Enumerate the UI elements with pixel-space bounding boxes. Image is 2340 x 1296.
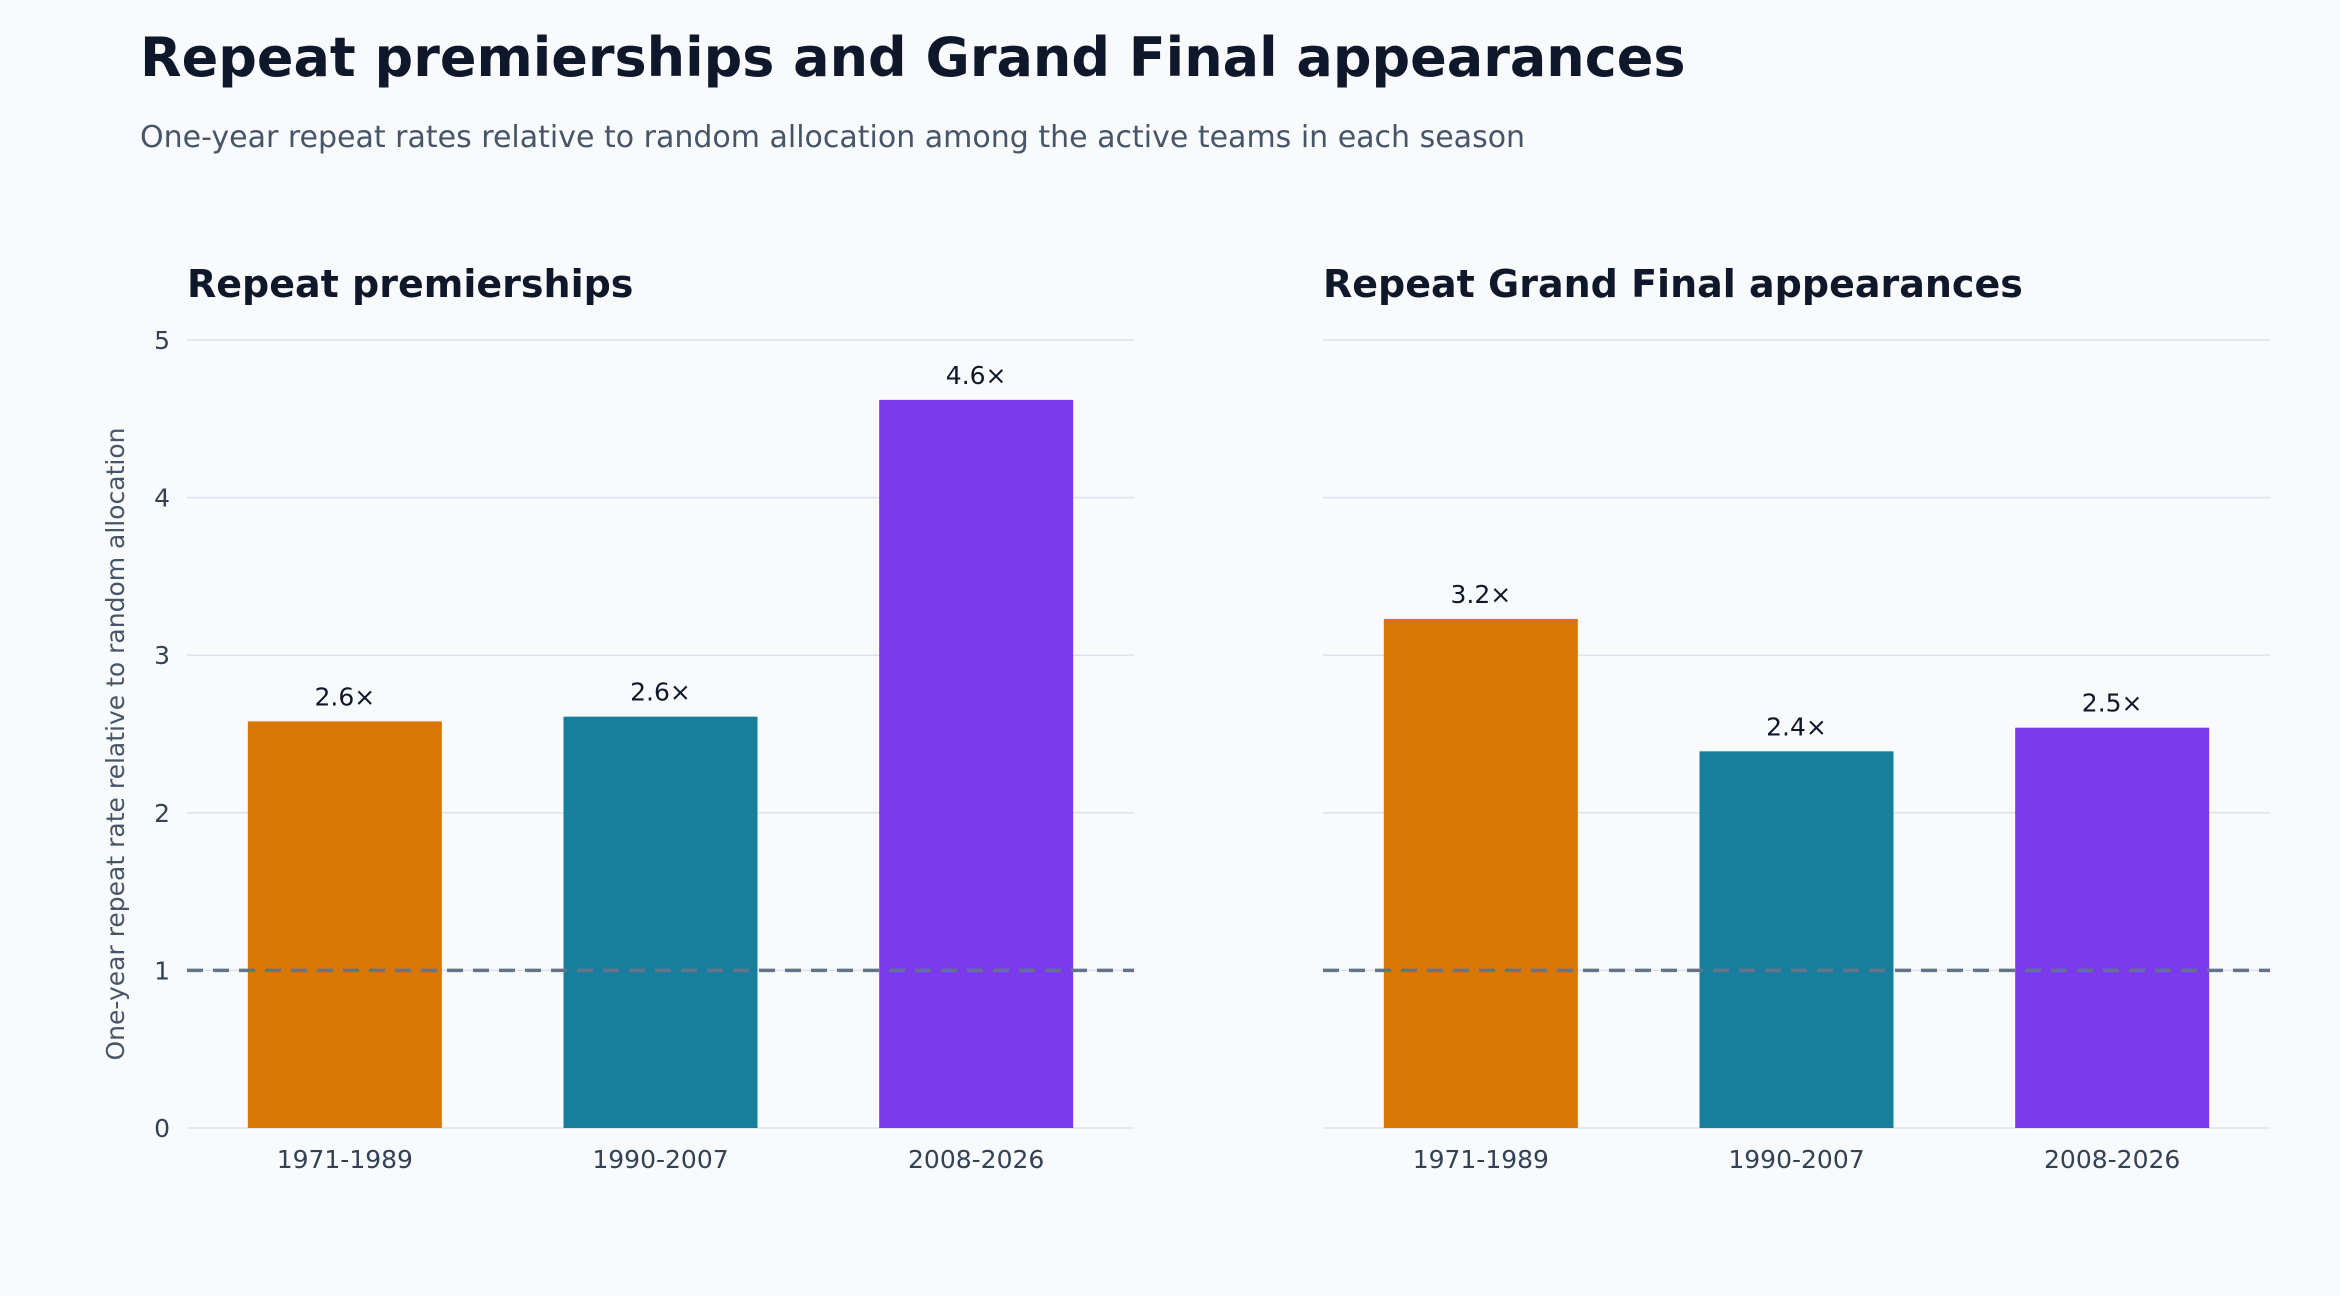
y-tick-label: 2	[154, 799, 170, 828]
data-label: 2.4×	[1766, 712, 1827, 741]
bar-2008-2026	[879, 399, 1074, 1128]
y-axis-label: One-year repeat rate relative to random …	[101, 427, 130, 1060]
bar-1990-2007	[563, 716, 758, 1128]
bar-1971-1989	[1383, 618, 1578, 1128]
x-tick-label: 2008-2026	[908, 1145, 1044, 1174]
x-tick-label: 1990-2007	[1728, 1145, 1864, 1174]
y-tick-label: 0	[154, 1114, 170, 1143]
bar-2008-2026	[2015, 727, 2210, 1128]
x-tick-label: 1990-2007	[592, 1145, 728, 1174]
data-label: 3.2×	[1450, 580, 1511, 609]
y-tick-label: 3	[154, 641, 170, 670]
x-tick-label: 1971-1989	[1413, 1145, 1549, 1174]
bar-1990-2007	[1699, 751, 1894, 1128]
bar-1971-1989	[247, 721, 442, 1128]
y-tick-label: 1	[154, 956, 170, 985]
y-tick-label: 4	[154, 484, 170, 513]
page-title: Repeat premierships and Grand Final appe…	[140, 26, 1686, 89]
data-label: 4.6×	[946, 361, 1007, 390]
data-label: 2.6×	[314, 682, 375, 711]
panel-title: Repeat premierships	[187, 262, 633, 306]
panel-title: Repeat Grand Final appearances	[1323, 262, 2023, 306]
x-tick-label: 1971-1989	[277, 1145, 413, 1174]
page-subtitle: One-year repeat rates relative to random…	[140, 120, 1526, 155]
data-label: 2.6×	[630, 678, 691, 707]
data-label: 2.5×	[2082, 689, 2143, 718]
x-tick-label: 2008-2026	[2044, 1145, 2180, 1174]
y-tick-label: 5	[154, 326, 170, 355]
